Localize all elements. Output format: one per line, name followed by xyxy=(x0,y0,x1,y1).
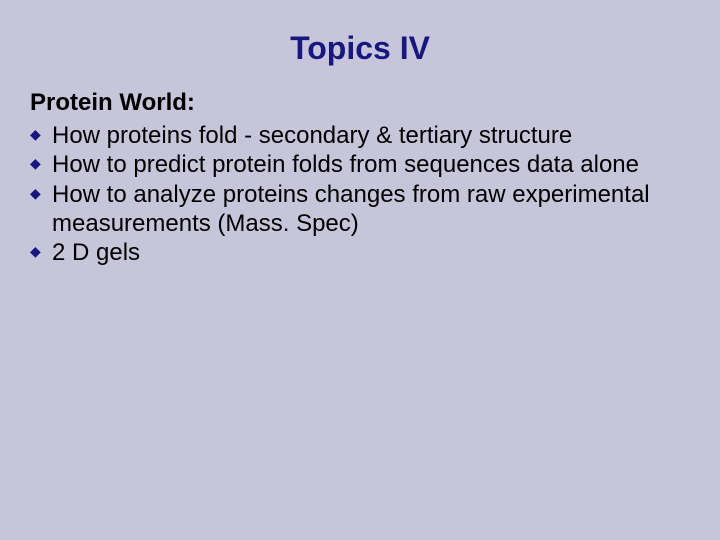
bullet-list: How proteins fold - secondary & tertiary… xyxy=(30,121,690,267)
list-item: 2 D gels xyxy=(30,238,690,267)
subheading: Protein World: xyxy=(30,89,690,117)
list-item: How to analyze proteins changes from raw… xyxy=(30,180,690,239)
slide: Topics IV Protein World: How proteins fo… xyxy=(0,0,720,540)
list-item: How proteins fold - secondary & tertiary… xyxy=(30,121,690,150)
slide-title: Topics IV xyxy=(30,30,690,67)
list-item: How to predict protein folds from sequen… xyxy=(30,150,690,179)
